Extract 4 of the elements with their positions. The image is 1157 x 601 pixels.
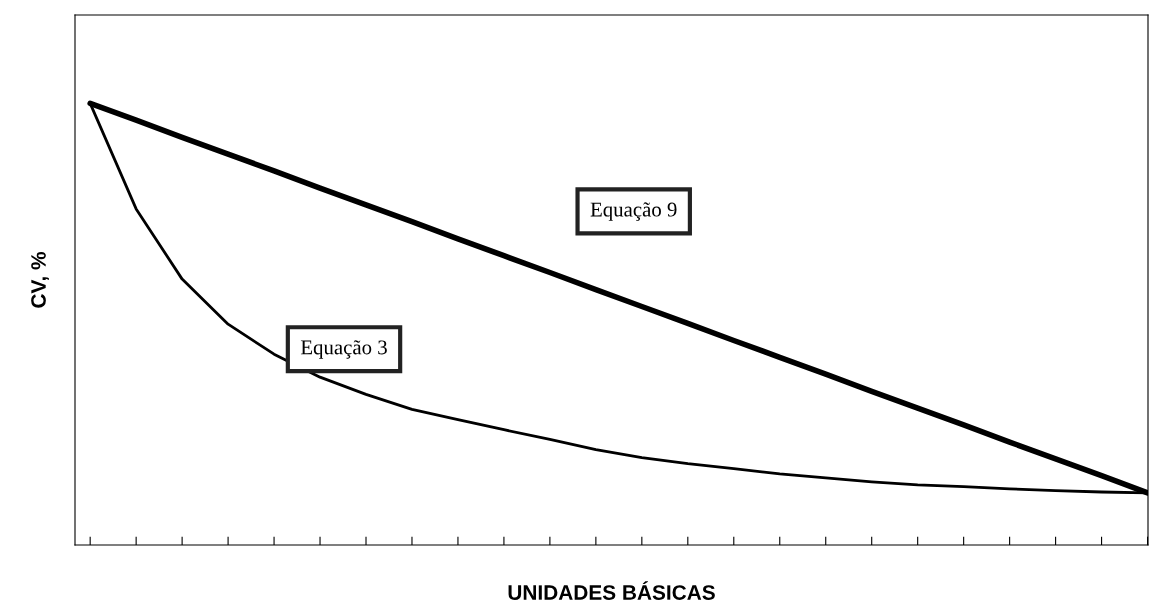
x-axis-title: UNIDADES BÁSICAS <box>508 581 715 600</box>
annotation: Equação 3 <box>300 340 387 359</box>
annotation: Equação 9 <box>590 202 677 221</box>
y-axis-title: CV, % <box>31 251 49 308</box>
